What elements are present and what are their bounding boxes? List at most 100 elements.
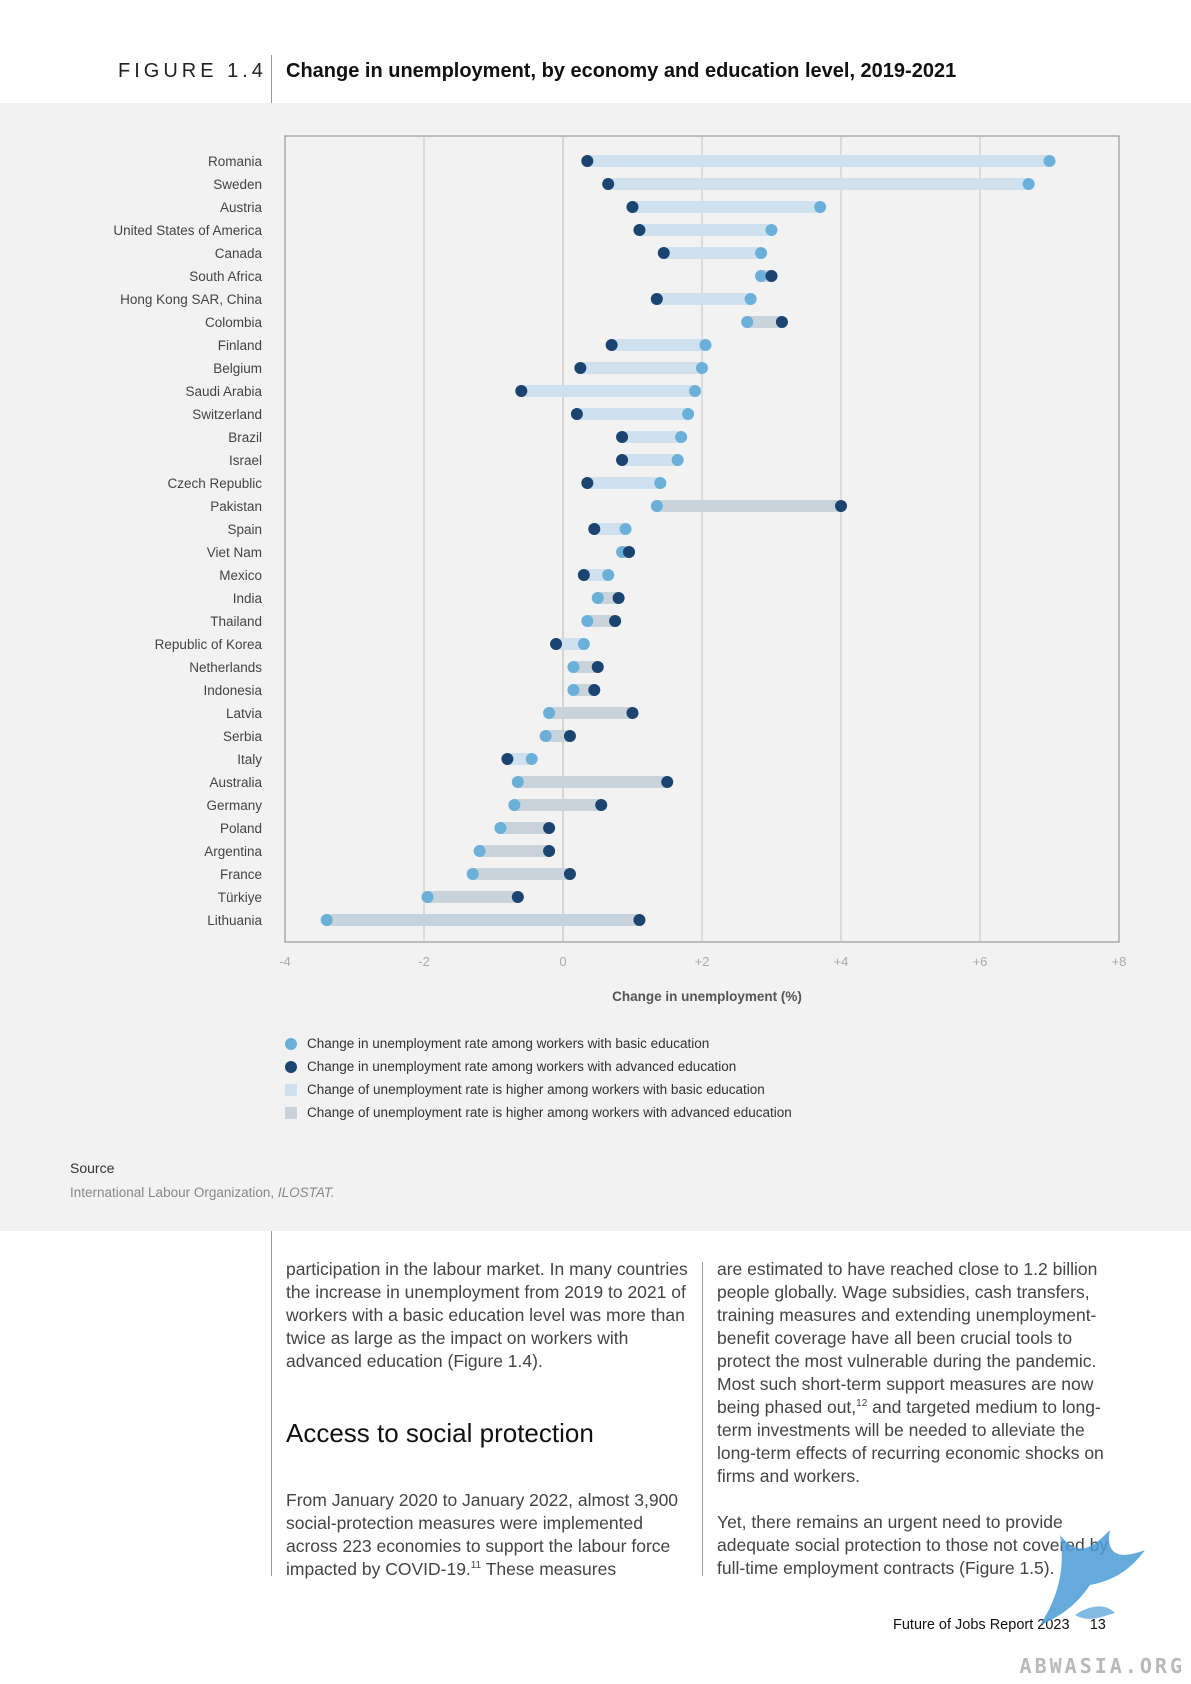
advanced-education-point	[511, 891, 524, 903]
legend-item: Change in unemployment rate among worker…	[285, 1032, 792, 1055]
watermark-text: ABWASIA.ORG	[1019, 1654, 1185, 1678]
category-label: Pakistan	[210, 499, 262, 514]
basic-education-point	[577, 638, 590, 650]
basic-education-point	[494, 822, 507, 834]
basic-education-point	[581, 615, 594, 627]
figure-header: FIGURE 1.4 Change in unemployment, by ec…	[0, 0, 1191, 105]
legend-swatch	[285, 1106, 297, 1119]
report-title: Future of Jobs Report 2023	[893, 1617, 1070, 1633]
range-bar	[594, 523, 626, 535]
footnote-ref: 12	[856, 1398, 868, 1410]
category-label: Switzerland	[192, 407, 262, 422]
range-bar	[500, 822, 550, 834]
source-dataset: ILOSTAT.	[277, 1185, 335, 1200]
category-label: Israel	[229, 453, 262, 468]
advanced-education-point	[515, 385, 528, 397]
category-label: Spain	[227, 522, 262, 537]
range-bar	[632, 201, 821, 213]
basic-education-point	[508, 799, 521, 811]
x-tick-label: +8	[1112, 954, 1127, 969]
basic-education-point	[466, 868, 479, 880]
range-bar	[576, 408, 689, 420]
category-label: India	[233, 591, 263, 606]
range-bar	[608, 178, 1029, 190]
category-label: Germany	[206, 798, 262, 813]
basic-education-point	[814, 201, 827, 213]
basic-education-point	[421, 891, 434, 903]
category-label: Viet Nam	[207, 545, 262, 560]
range-bar	[472, 868, 570, 880]
category-label: Poland	[220, 821, 262, 836]
range-bar	[587, 477, 661, 489]
basic-education-point	[602, 569, 615, 581]
header-divider	[271, 55, 272, 105]
page-footer: Future of Jobs Report 2023 13	[893, 1617, 1106, 1633]
basic-education-point	[650, 500, 663, 512]
range-bar	[622, 431, 682, 443]
source-label: Source	[70, 1160, 115, 1176]
basic-education-point	[675, 431, 688, 443]
column-divider-left	[271, 1231, 272, 1576]
range-bar	[521, 385, 696, 397]
category-label: Mexico	[219, 568, 262, 583]
column-divider-right	[702, 1262, 703, 1576]
advanced-education-point	[661, 776, 674, 788]
basic-education-point	[525, 753, 538, 765]
basic-education-point	[320, 914, 333, 926]
advanced-education-point	[563, 730, 576, 742]
legend-swatch	[285, 1083, 297, 1096]
basic-education-point	[699, 339, 712, 351]
basic-education-point	[755, 270, 768, 282]
legend-swatch	[285, 1060, 297, 1073]
x-axis-title: Change in unemployment (%)	[612, 989, 802, 1004]
category-label: Argentina	[204, 844, 262, 859]
range-bar	[507, 753, 532, 765]
category-label: Colombia	[205, 315, 263, 330]
range-bar	[747, 316, 782, 328]
x-tick-label: -2	[418, 954, 430, 969]
basic-education-point	[539, 730, 552, 742]
x-tick-label: -4	[279, 954, 291, 969]
legend-item: Change in unemployment rate among worker…	[285, 1055, 792, 1078]
dumbbell-chart: -4 -2 0 +2 +4 +6 +8 Change in unemployment (%) R…	[113, 135, 1127, 1004]
category-label: Italy	[237, 752, 262, 767]
basic-education-point	[671, 454, 684, 466]
range-bar	[583, 569, 609, 581]
advanced-education-point	[633, 224, 646, 236]
advanced-education-point	[616, 454, 629, 466]
range-bar	[573, 684, 595, 696]
advanced-education-point	[605, 339, 618, 351]
x-tick-label: +4	[834, 954, 849, 969]
advanced-education-point	[835, 500, 847, 512]
basic-education-point	[543, 707, 556, 719]
legend-swatch	[285, 1037, 297, 1050]
advanced-education-point	[765, 270, 778, 282]
category-label: Sweden	[213, 177, 262, 192]
range-bar	[587, 155, 1050, 167]
range-bar	[663, 247, 762, 259]
legend-item: Change of unemployment rate is higher am…	[285, 1101, 792, 1124]
range-bar	[580, 362, 702, 374]
range-bar	[597, 592, 619, 604]
x-tick-label: +6	[973, 954, 988, 969]
range-bar	[556, 638, 584, 650]
basic-education-point	[696, 362, 708, 374]
advanced-education-point	[775, 316, 788, 328]
basic-education-point	[1022, 178, 1035, 190]
range-bar	[587, 615, 616, 627]
legend-label: Change of unemployment rate is higher am…	[307, 1082, 765, 1097]
advanced-education-point	[588, 684, 601, 696]
advanced-education-point	[550, 638, 563, 650]
page-number: 13	[1089, 1617, 1106, 1633]
category-label: Canada	[215, 246, 263, 261]
category-label: Thailand	[210, 614, 262, 629]
range-bar	[479, 845, 550, 857]
basic-education-point	[511, 776, 524, 788]
range-bar	[549, 707, 633, 719]
category-label: Türkiye	[218, 890, 262, 905]
category-label: Czech Republic	[167, 476, 262, 491]
basic-education-point	[741, 316, 754, 328]
range-bar	[622, 454, 678, 466]
category-label: Brazil	[228, 430, 262, 445]
category-label: South Africa	[189, 269, 262, 284]
